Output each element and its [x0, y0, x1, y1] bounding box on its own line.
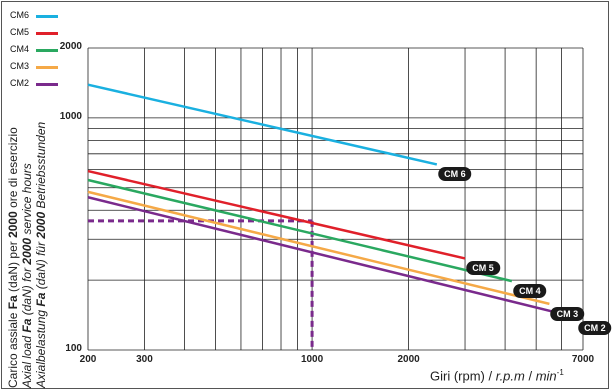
legend-swatch — [36, 15, 58, 18]
legend-label: CM3 — [10, 61, 30, 71]
series-badge-cm2: CM 2 — [578, 320, 612, 335]
y-tick-label: 1000 — [59, 110, 82, 122]
y-tick-label: 100 — [65, 343, 82, 354]
legend-item-cm2: CM2 — [10, 78, 70, 95]
legend-swatch — [36, 49, 58, 52]
x-tick-label: 1000 — [300, 354, 324, 365]
y-axis-label-de: Axialbelastung Fa (daN) für 2000 Betrieb… — [34, 121, 48, 388]
legend-item-cm6: CM6 — [10, 10, 70, 27]
legend-label: CM4 — [10, 44, 30, 54]
y-tick-label: 2000 — [59, 41, 82, 52]
legend-swatch — [36, 66, 58, 69]
x-tick-label: 200 — [79, 354, 97, 365]
legend-swatch — [36, 83, 58, 86]
series-badge-cm4: CM 4 — [513, 284, 547, 299]
series-line-cm3 — [87, 190, 550, 306]
y-axis-label-en: Axial load Fa (daN) for 2000 service hou… — [20, 163, 34, 388]
y-axis-label-it: Carico assiale Fa (daN) per 2000 ore di … — [6, 127, 20, 388]
series-badge-cm6: CM 6 — [438, 167, 472, 182]
x-tick-label: 7000 — [571, 354, 595, 365]
series-line-cm2 — [87, 196, 578, 319]
series-line-cm4 — [87, 178, 513, 283]
x-axis-label: Giri (rpm) / r.p.m / min-1 — [430, 368, 564, 384]
x-tick-label: 300 — [136, 354, 153, 365]
legend-item-cm4: CM4 — [10, 44, 70, 61]
legend-item-cm5: CM5 — [10, 27, 70, 44]
y-axis-label: Carico assiale Fa (daN) per 2000 ore di … — [0, 0, 50, 392]
legend-label: CM5 — [10, 27, 30, 37]
legend-label: CM6 — [10, 10, 30, 20]
x-tick-label: 2000 — [397, 354, 420, 365]
series-line-cm5 — [87, 169, 466, 260]
series-badge-cm5: CM 5 — [466, 261, 500, 276]
legend: CM6 CM5 CM4 CM3 CM2 — [10, 10, 70, 95]
series-badge-cm3: CM 3 — [550, 306, 585, 321]
legend-item-cm3: CM3 — [10, 61, 70, 78]
legend-swatch — [36, 32, 58, 35]
series-line-cm6 — [87, 83, 438, 166]
legend-label: CM2 — [10, 78, 30, 88]
